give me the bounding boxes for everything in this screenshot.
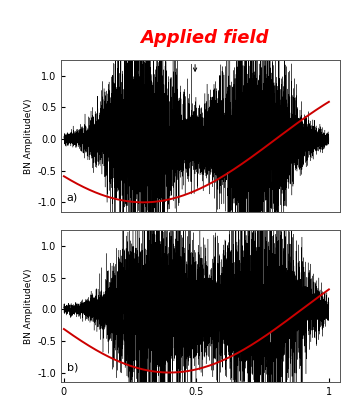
- Text: Applied field: Applied field: [140, 29, 269, 47]
- Text: a): a): [67, 193, 78, 203]
- Y-axis label: BN Amplitude(V): BN Amplitude(V): [25, 98, 33, 173]
- Text: b): b): [67, 363, 78, 373]
- Y-axis label: BN Amplitude(V): BN Amplitude(V): [25, 268, 33, 344]
